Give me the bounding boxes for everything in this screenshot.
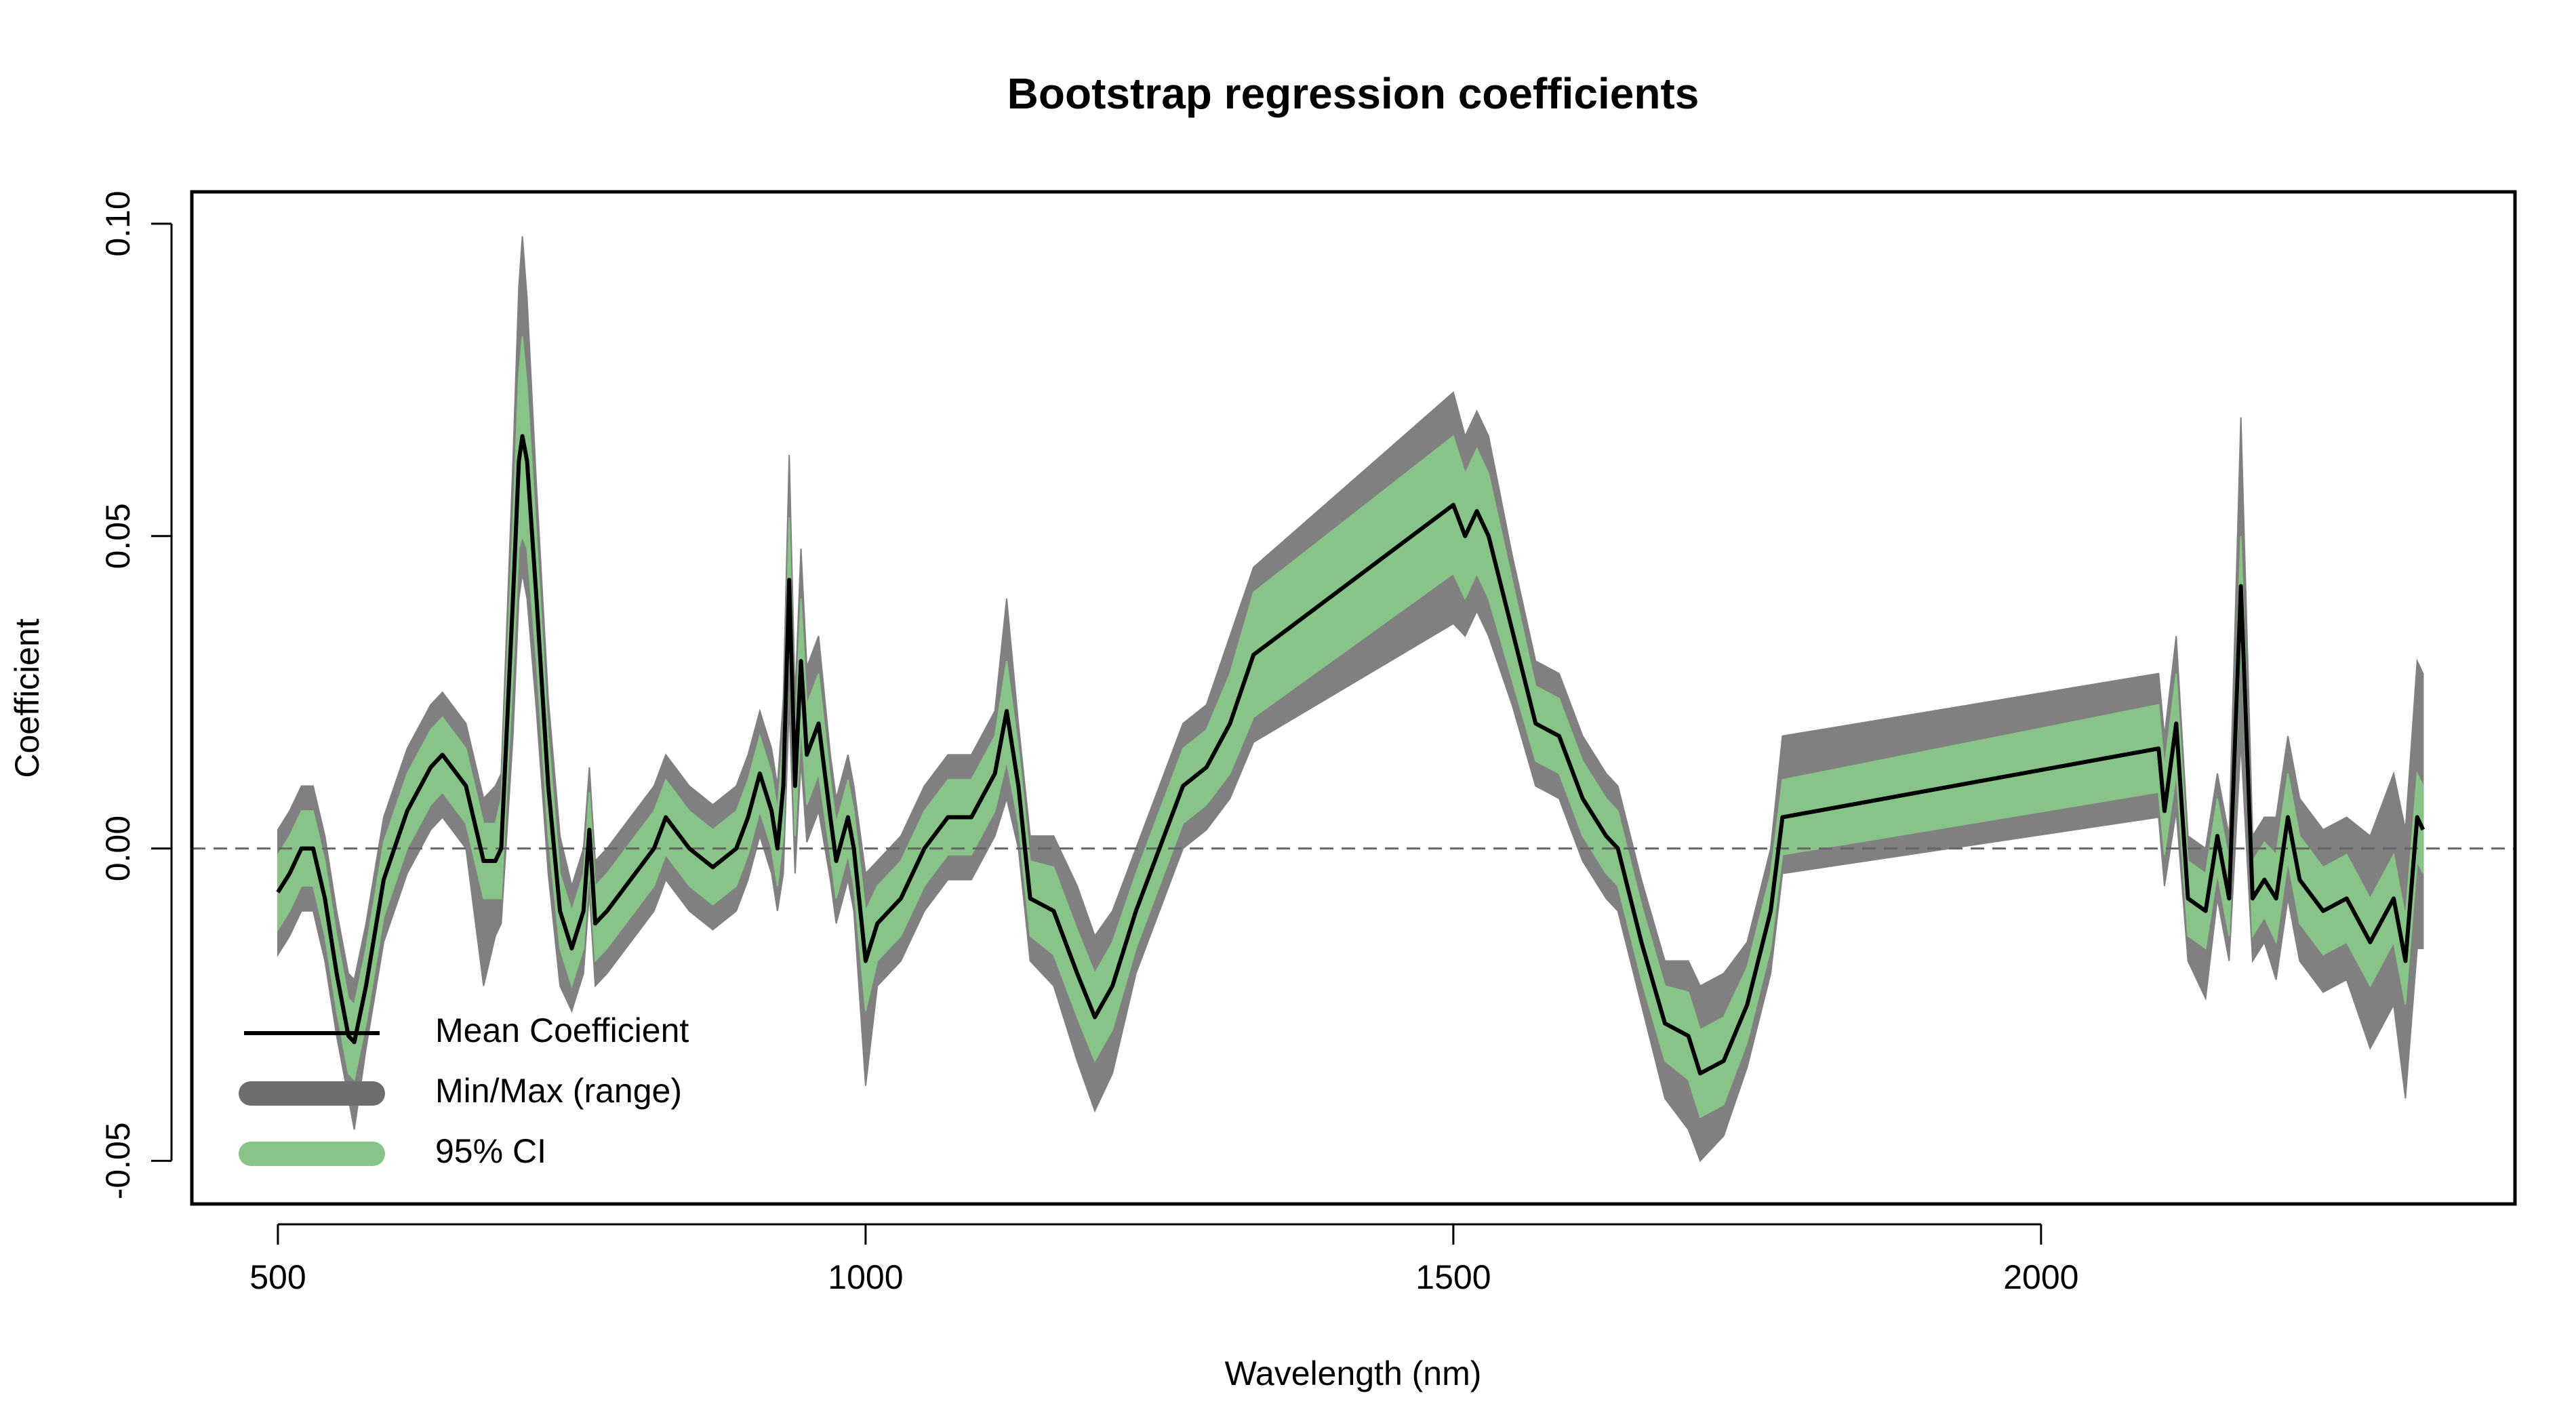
- plot-area: [192, 236, 2515, 1163]
- legend-label: 95% CI: [435, 1132, 546, 1170]
- legend-label: Mean Coefficient: [435, 1011, 689, 1049]
- x-tick-label: 2000: [2003, 1258, 2078, 1296]
- x-axis-label: Wavelength (nm): [1225, 1354, 1482, 1392]
- x-tick-label: 1500: [1415, 1258, 1491, 1296]
- legend-label: Min/Max (range): [435, 1072, 682, 1110]
- y-tick-label: 0.05: [99, 503, 137, 569]
- y-axis-label: Coefficient: [8, 618, 46, 778]
- y-tick-label: -0.05: [99, 1122, 137, 1199]
- x-tick-label: 1000: [828, 1258, 903, 1296]
- chart-title: Bootstrap regression coefficients: [1007, 69, 1699, 118]
- mean-line: [276, 434, 2426, 1076]
- y-tick-label: 0.00: [99, 816, 137, 881]
- plot-frame: [190, 190, 2517, 1206]
- y-tick-label: 0.10: [99, 190, 137, 256]
- band: [277, 236, 2424, 1163]
- x-tick-label: 500: [249, 1258, 306, 1296]
- band: [277, 336, 2424, 1119]
